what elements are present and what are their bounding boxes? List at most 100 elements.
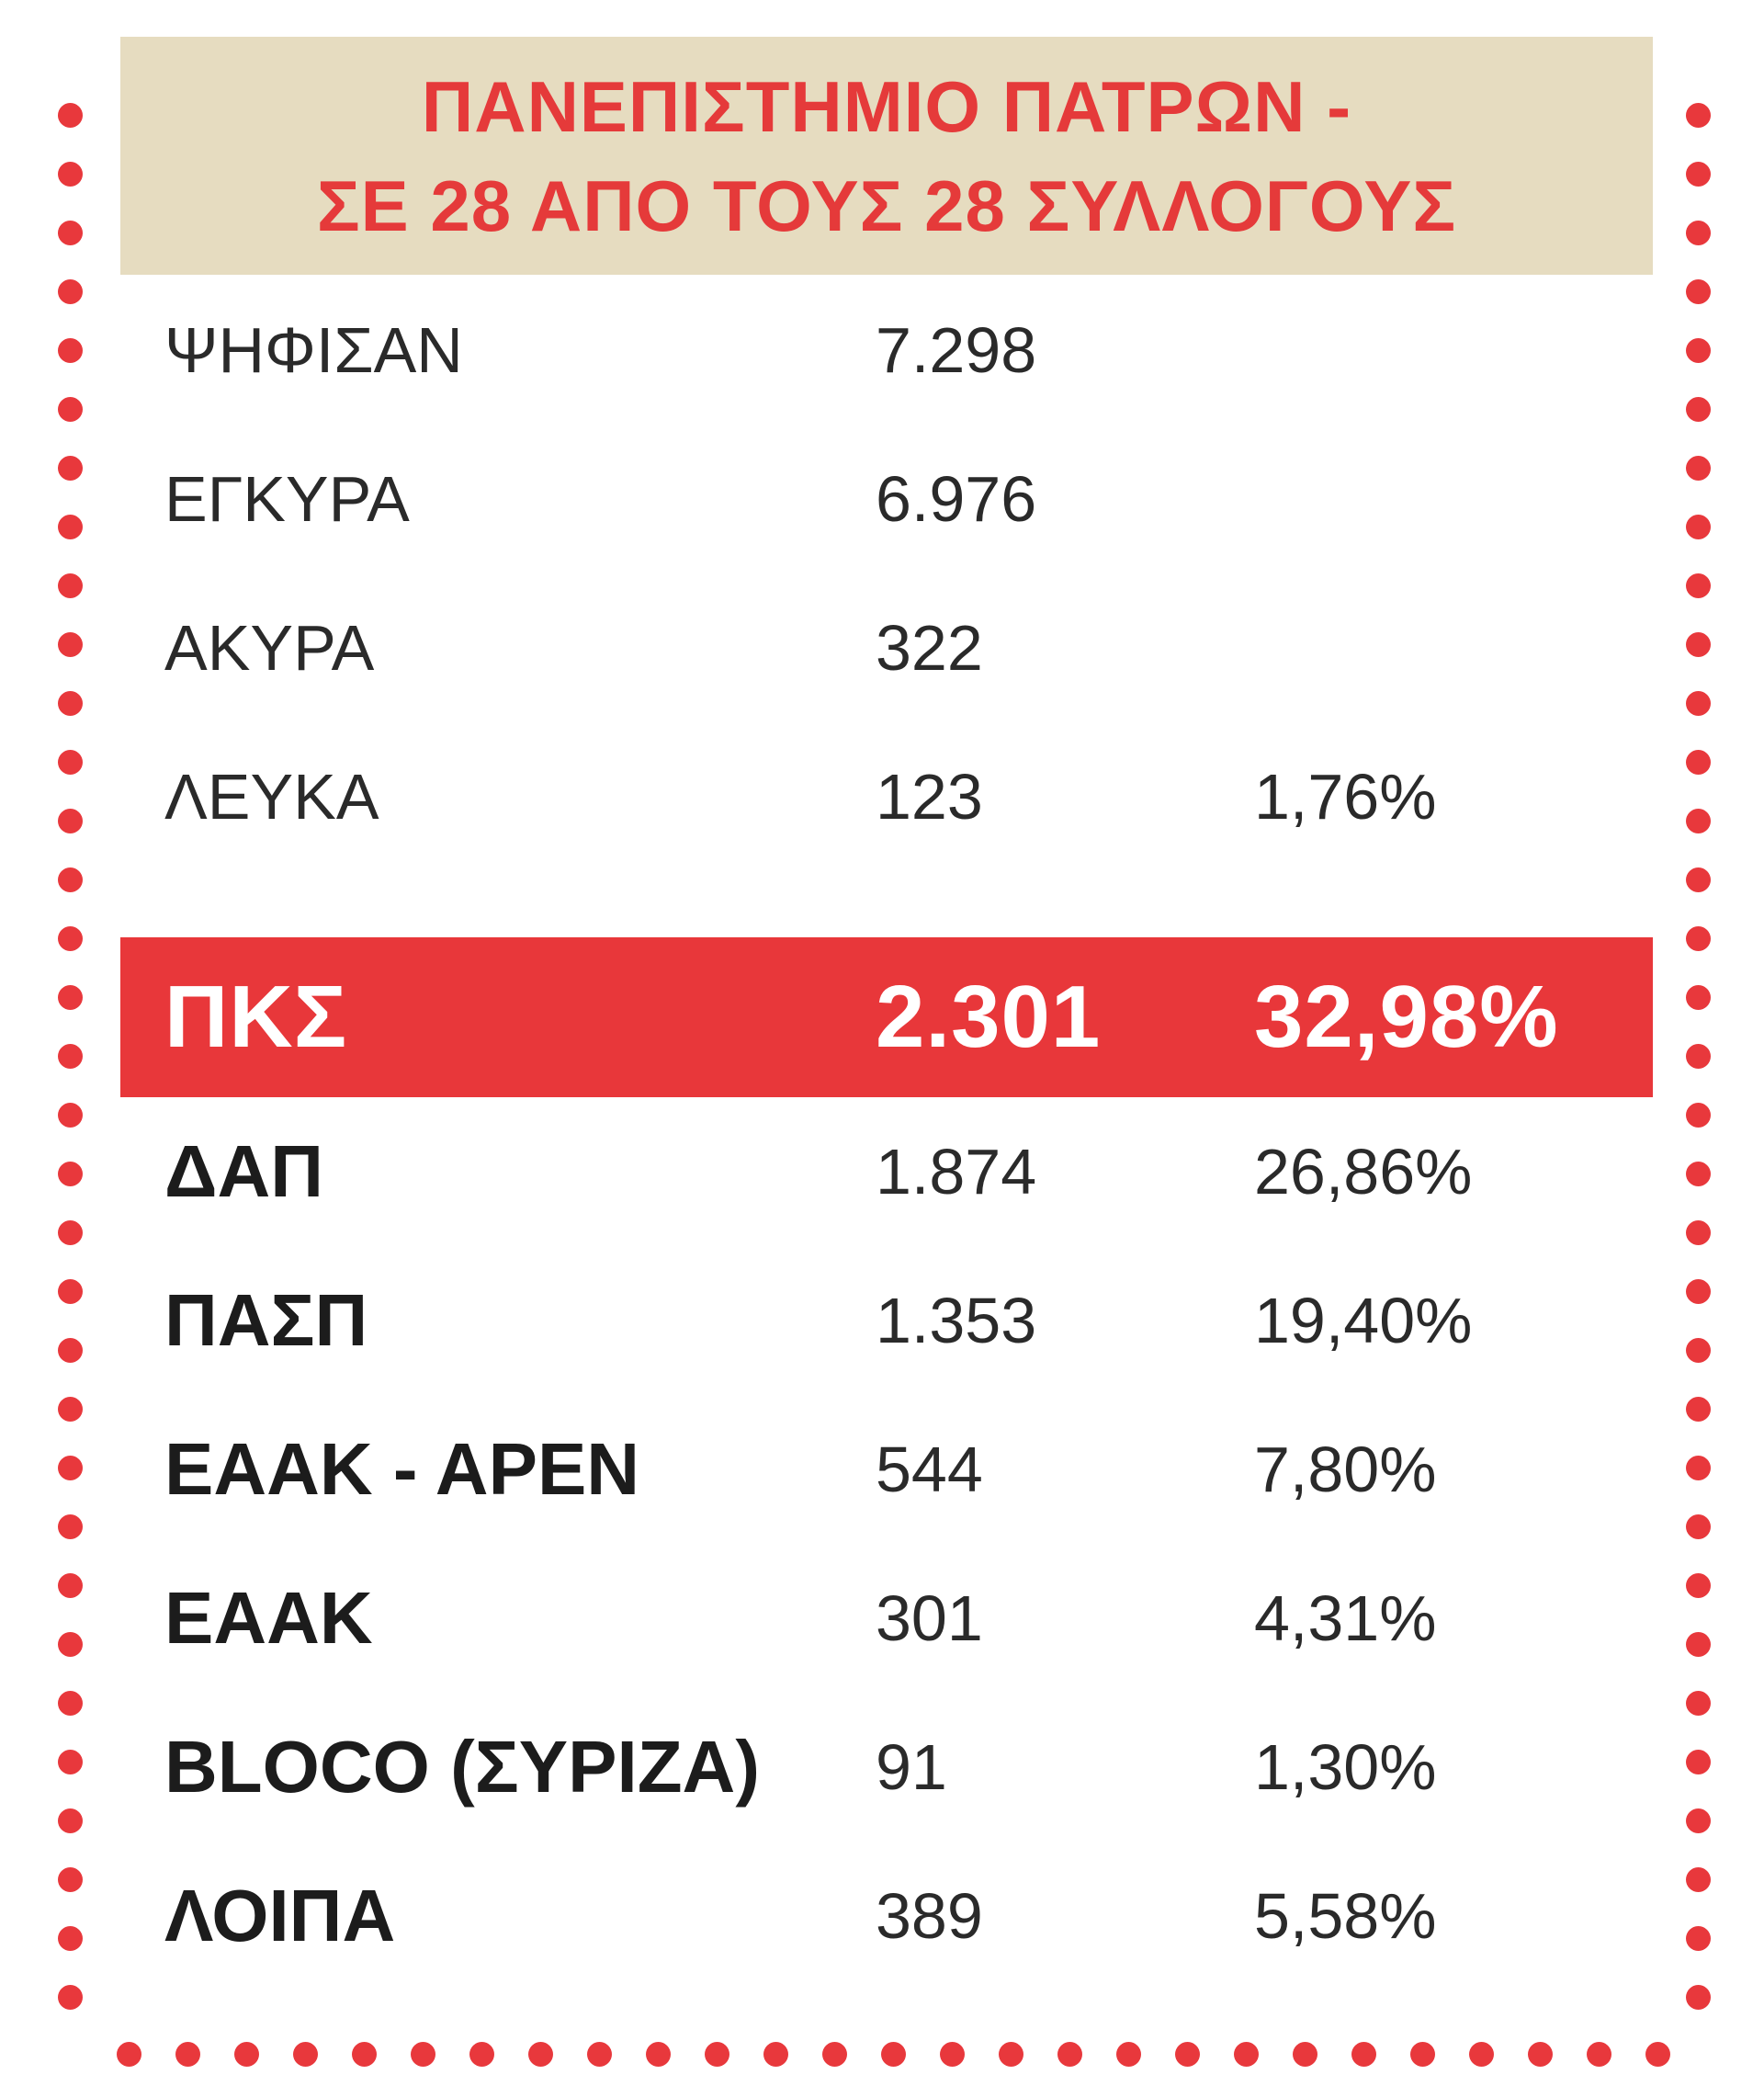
border-dot <box>57 1219 83 1245</box>
result-row-dap: ΔΑΠ 1.874 26,86% <box>120 1097 1653 1246</box>
border-dot <box>1685 1631 1711 1657</box>
border-dot <box>1409 2041 1435 2067</box>
row-label: ΨΗΦΙΣΑΝ <box>164 314 463 386</box>
row-label: BLOCO (ΣΥΡΙΖΑ) <box>164 1726 760 1808</box>
border-dot <box>763 2041 788 2067</box>
border-dot <box>1685 1278 1711 1304</box>
border-dot <box>1685 1808 1711 1833</box>
border-dot <box>1685 1513 1711 1539</box>
border-dot <box>57 1808 83 1833</box>
border-dot <box>880 2041 906 2067</box>
border-dot <box>1685 1337 1711 1363</box>
header-title-line-2: ΣΕ 28 ΑΠΟ ΤΟΥΣ 28 ΣΥΛΛΟΓΟΥΣ <box>316 164 1457 246</box>
row-label: ΕΓΚΥΡΑ <box>164 463 410 535</box>
border-dot <box>1351 2041 1376 2067</box>
border-dot <box>57 1161 83 1186</box>
border-dot <box>469 2041 494 2067</box>
border-dot <box>704 2041 729 2067</box>
border-dot <box>57 102 83 128</box>
row-percentage: 4,31% <box>1254 1582 1437 1654</box>
border-dot <box>1685 220 1711 245</box>
border-dot <box>1527 2041 1553 2067</box>
border-dot <box>1685 1043 1711 1069</box>
row-value: 91 <box>876 1731 947 1803</box>
border-dot <box>1685 278 1711 304</box>
border-dot <box>57 337 83 363</box>
border-dot <box>1468 2041 1494 2067</box>
border-dot <box>57 1396 83 1422</box>
border-dot <box>1685 1984 1711 2010</box>
border-dot <box>1586 2041 1611 2067</box>
row-label: ΕΑΑΚ - ΑΡΕΝ <box>164 1428 640 1510</box>
border-dot <box>1685 749 1711 775</box>
border-dot <box>1685 1161 1711 1186</box>
border-dot <box>410 2041 435 2067</box>
result-row-eaak-aren: ΕΑΑΚ - ΑΡΕΝ 544 7,80% <box>120 1395 1653 1544</box>
border-dot <box>57 161 83 187</box>
result-row-others: ΛΟΙΠΑ 389 5,58% <box>120 1842 1653 1990</box>
stats-row-voted: ΨΗΦΙΣΑΝ 7.298 <box>120 276 1653 425</box>
border-dot <box>1685 102 1711 128</box>
stats-row-invalid: ΑΚΥΡΑ 322 <box>120 573 1653 722</box>
border-dot <box>1685 984 1711 1010</box>
border-dot <box>1685 1219 1711 1245</box>
row-label: ΛΟΙΠΑ <box>164 1875 396 1956</box>
result-row-eaak: ΕΑΑΚ 301 4,31% <box>120 1544 1653 1693</box>
border-dot <box>586 2041 612 2067</box>
border-dot <box>57 220 83 245</box>
border-dot <box>57 867 83 892</box>
row-label: ΔΑΠ <box>164 1130 324 1212</box>
row-percentage: 19,40% <box>1254 1285 1473 1356</box>
row-label: ΑΚΥΡΑ <box>164 612 375 684</box>
border-dot <box>1685 1455 1711 1480</box>
border-dot <box>1685 396 1711 422</box>
row-percentage: 32,98% <box>1254 968 1559 1066</box>
row-percentage: 5,58% <box>1254 1880 1437 1952</box>
border-dot <box>1057 2041 1082 2067</box>
border-dot <box>57 1984 83 2010</box>
border-dot <box>1292 2041 1317 2067</box>
border-dot <box>57 1043 83 1069</box>
border-dot <box>57 749 83 775</box>
row-percentage: 7,80% <box>1254 1434 1437 1505</box>
border-dot <box>821 2041 847 2067</box>
border-dot <box>57 984 83 1010</box>
row-value: 7.298 <box>876 314 1037 386</box>
stats-row-valid: ΕΓΚΥΡΑ 6.976 <box>120 425 1653 573</box>
row-percentage: 26,86% <box>1254 1136 1473 1207</box>
border-dot <box>57 455 83 481</box>
stats-row-blank: ΛΕΥΚΑ 123 1,76% <box>120 722 1653 871</box>
border-dot <box>1685 514 1711 539</box>
border-dot <box>57 1749 83 1774</box>
border-dot <box>57 278 83 304</box>
border-dot <box>233 2041 259 2067</box>
border-dot <box>1685 867 1711 892</box>
row-label: ΠΚΣ <box>164 968 348 1066</box>
border-dot <box>57 514 83 539</box>
border-dot <box>57 808 83 833</box>
border-dot <box>57 573 83 598</box>
border-dot <box>1685 161 1711 187</box>
border-dot <box>1685 631 1711 657</box>
border-dot <box>1685 1572 1711 1598</box>
border-dot <box>1685 925 1711 951</box>
row-value: 322 <box>876 612 983 684</box>
border-dot <box>1685 690 1711 716</box>
border-dot <box>57 1866 83 1892</box>
border-dot <box>645 2041 671 2067</box>
border-dot <box>116 2041 141 2067</box>
border-dot <box>57 1455 83 1480</box>
row-label: ΠΑΣΠ <box>164 1279 368 1361</box>
border-dot <box>1685 1396 1711 1422</box>
result-row-pasp: ΠΑΣΠ 1.353 19,40% <box>120 1246 1653 1395</box>
row-label: ΛΕΥΚΑ <box>164 761 379 833</box>
border-dot <box>1685 808 1711 833</box>
row-value: 301 <box>876 1582 983 1654</box>
border-dot <box>1115 2041 1141 2067</box>
border-dot <box>351 2041 377 2067</box>
border-dot <box>1685 337 1711 363</box>
row-value: 544 <box>876 1434 983 1505</box>
row-percentage: 1,30% <box>1254 1731 1437 1803</box>
border-dot <box>57 1513 83 1539</box>
